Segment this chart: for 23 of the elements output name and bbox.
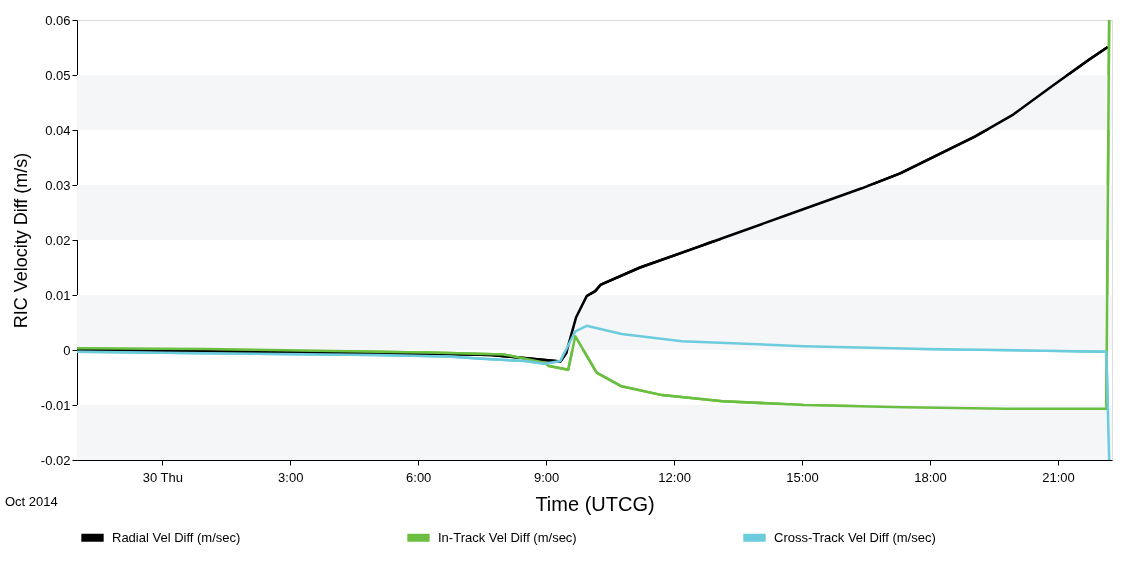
x-tick-label: 21:00 xyxy=(1042,469,1075,485)
x-tick-label: 12:00 xyxy=(658,469,691,485)
x-tick-label: 6:00 xyxy=(406,469,432,485)
y-tick-label: 0.01 xyxy=(45,287,71,303)
y-tick-label: 0.06 xyxy=(45,12,71,28)
x-tick-label: 15:00 xyxy=(786,469,819,485)
x-axis-title: Time (UTCG) xyxy=(535,492,655,515)
legend-label: Radial Vel Diff (m/sec) xyxy=(112,529,241,545)
legend-label: In-Track Vel Diff (m/sec) xyxy=(438,529,577,545)
legend-label: Cross-Track Vel Diff (m/sec) xyxy=(774,529,936,545)
x-tick-label: 9:00 xyxy=(534,469,560,485)
y-tick-label: 0.03 xyxy=(45,177,71,193)
y-axis-title: RIC Velocity Diff (m/s) xyxy=(10,152,31,329)
x-tick-label: 18:00 xyxy=(914,469,947,485)
y-tick-label: -0.01 xyxy=(40,397,71,413)
y-tick-label: -0.02 xyxy=(40,452,71,468)
y-tick-label: 0 xyxy=(63,342,71,358)
y-tick-label: 0.05 xyxy=(45,67,71,83)
text: Oct 2014 xyxy=(5,494,58,509)
y-tick-label: 0.02 xyxy=(45,232,71,248)
x-tick-label: 3:00 xyxy=(278,469,304,485)
y-tick-label: 0.04 xyxy=(45,122,71,138)
x-tick-label: 30 Thu xyxy=(142,469,183,485)
